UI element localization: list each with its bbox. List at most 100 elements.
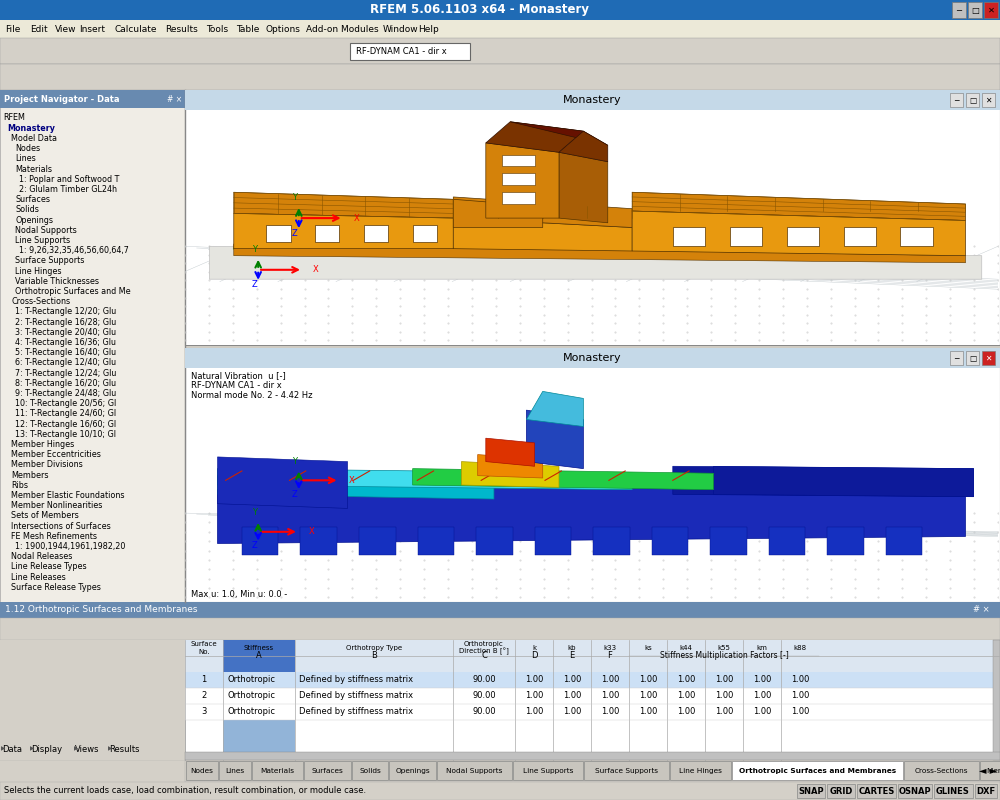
Text: Surface Release Types: Surface Release Types (11, 582, 101, 592)
Text: 90.00: 90.00 (472, 691, 496, 701)
Bar (185, 348, 1000, 602)
Text: Line Hinges: Line Hinges (15, 266, 62, 275)
Text: Nodal Supports: Nodal Supports (15, 226, 77, 234)
Text: kb: kb (568, 645, 576, 651)
Text: Materials: Materials (261, 768, 295, 774)
Text: Orthotropic: Orthotropic (227, 691, 275, 701)
Polygon shape (673, 466, 974, 497)
Text: 1.00: 1.00 (791, 707, 809, 717)
Text: Cross-Sections: Cross-Sections (915, 768, 969, 774)
Bar (476, 527, 513, 555)
Text: Z: Z (251, 281, 257, 290)
Text: 90.00: 90.00 (472, 707, 496, 717)
Bar (185, 640, 1000, 672)
Text: C: C (481, 651, 487, 661)
Text: 3: T-Rectangle 20/40; Glu: 3: T-Rectangle 20/40; Glu (15, 328, 116, 337)
Text: Lines: Lines (225, 768, 245, 774)
Text: ✕: ✕ (988, 6, 994, 14)
Text: 2: Glulam Timber GL24h: 2: Glulam Timber GL24h (19, 185, 117, 194)
Text: Window: Window (383, 25, 419, 34)
Polygon shape (559, 131, 608, 162)
Bar (982, 351, 995, 365)
Text: Solids: Solids (15, 206, 39, 214)
Text: k44: k44 (680, 645, 692, 651)
Text: Surfaces: Surfaces (15, 195, 50, 204)
Text: 1.00: 1.00 (715, 691, 733, 701)
Bar (185, 688, 1000, 704)
Text: 1.00: 1.00 (715, 675, 733, 685)
Text: k: k (532, 645, 536, 651)
Text: Add-on Modules: Add-on Modules (306, 25, 379, 34)
Text: 1.12 Orthotropic Surfaces and Membranes: 1.12 Orthotropic Surfaces and Membranes (5, 606, 198, 614)
Text: Surfaces: Surfaces (312, 768, 343, 774)
Text: Member Eccentricities: Member Eccentricities (11, 450, 101, 459)
Text: ─: ─ (954, 95, 959, 105)
Polygon shape (632, 192, 965, 221)
Polygon shape (413, 469, 713, 490)
Text: Ribs: Ribs (11, 481, 28, 490)
Bar (185, 672, 1000, 688)
Text: Edit: Edit (30, 25, 47, 34)
Bar (418, 527, 454, 555)
Text: 5: T-Rectangle 16/40; Glu: 5: T-Rectangle 16/40; Glu (15, 348, 116, 357)
Text: ▶: ▶ (74, 746, 78, 751)
Text: Member Hinges: Member Hinges (11, 440, 74, 449)
Text: 1: 9,26,32,35,46,56,60,64,7: 1: 9,26,32,35,46,56,60,64,7 (19, 246, 129, 255)
Bar (950, 351, 963, 365)
Bar (0, 640, 185, 760)
Text: Stiffness: Stiffness (244, 645, 274, 651)
Text: Surface Supports: Surface Supports (15, 256, 84, 266)
Text: RF-DYNAM CA1 - dir x: RF-DYNAM CA1 - dir x (356, 47, 447, 56)
Polygon shape (486, 143, 559, 218)
Text: Z: Z (292, 490, 298, 498)
Text: DXF: DXF (976, 786, 995, 795)
Text: 1.00: 1.00 (753, 691, 771, 701)
Bar (952, 2, 966, 18)
Bar (413, 225, 437, 242)
Text: 7: T-Rectangle 12/24; Glu: 7: T-Rectangle 12/24; Glu (15, 369, 116, 378)
Text: ▶: ▶ (1, 746, 5, 751)
Text: Orthotropic Surfaces and Membranes: Orthotropic Surfaces and Membranes (739, 768, 896, 774)
Text: Stiffness Multiplication Factors [-]: Stiffness Multiplication Factors [-] (660, 651, 788, 661)
Text: Surface
No.: Surface No. (191, 642, 217, 654)
Text: Y: Y (252, 509, 257, 518)
Text: Normal mode No. 2 - 4.42 Hz: Normal mode No. 2 - 4.42 Hz (191, 391, 312, 401)
Bar (389, 761, 436, 780)
Text: Openings: Openings (15, 215, 53, 225)
Polygon shape (453, 199, 543, 227)
Text: RFEM 5.06.1103 x64 - Monastery: RFEM 5.06.1103 x64 - Monastery (370, 3, 590, 17)
Text: X: X (309, 527, 314, 536)
Bar (223, 640, 295, 760)
Text: Y: Y (292, 194, 297, 202)
Bar (904, 761, 979, 780)
Text: Monastery: Monastery (7, 124, 55, 133)
Text: # ×: # × (167, 94, 182, 103)
Polygon shape (461, 462, 559, 487)
Text: Line Supports: Line Supports (523, 768, 573, 774)
Text: 1.00: 1.00 (525, 691, 543, 701)
Text: ─: ─ (954, 354, 959, 362)
Bar (186, 110, 999, 345)
Text: 9: T-Rectangle 24/48; Glu: 9: T-Rectangle 24/48; Glu (15, 389, 116, 398)
Text: 1.00: 1.00 (601, 675, 619, 685)
Text: GLINES: GLINES (936, 786, 970, 795)
Text: Z: Z (251, 541, 257, 550)
Polygon shape (486, 122, 583, 152)
Bar (502, 154, 535, 166)
Bar (857, 784, 896, 798)
Polygon shape (209, 246, 982, 279)
Text: km: km (757, 645, 767, 651)
Text: Nodes: Nodes (15, 144, 40, 153)
Bar (186, 761, 218, 780)
Bar (966, 93, 979, 107)
Text: 1: 1900,1944,1961,1982,20: 1: 1900,1944,1961,1982,20 (15, 542, 125, 551)
Bar (966, 351, 979, 365)
Text: 1.00: 1.00 (715, 707, 733, 717)
Text: 1.00: 1.00 (753, 707, 771, 717)
Text: # ×: # × (973, 606, 990, 614)
Bar (968, 2, 982, 18)
Text: Nodal Supports: Nodal Supports (446, 768, 503, 774)
Bar (0, 90, 185, 108)
Text: Defined by stiffness matrix: Defined by stiffness matrix (299, 675, 413, 685)
Bar (0, 618, 1000, 640)
